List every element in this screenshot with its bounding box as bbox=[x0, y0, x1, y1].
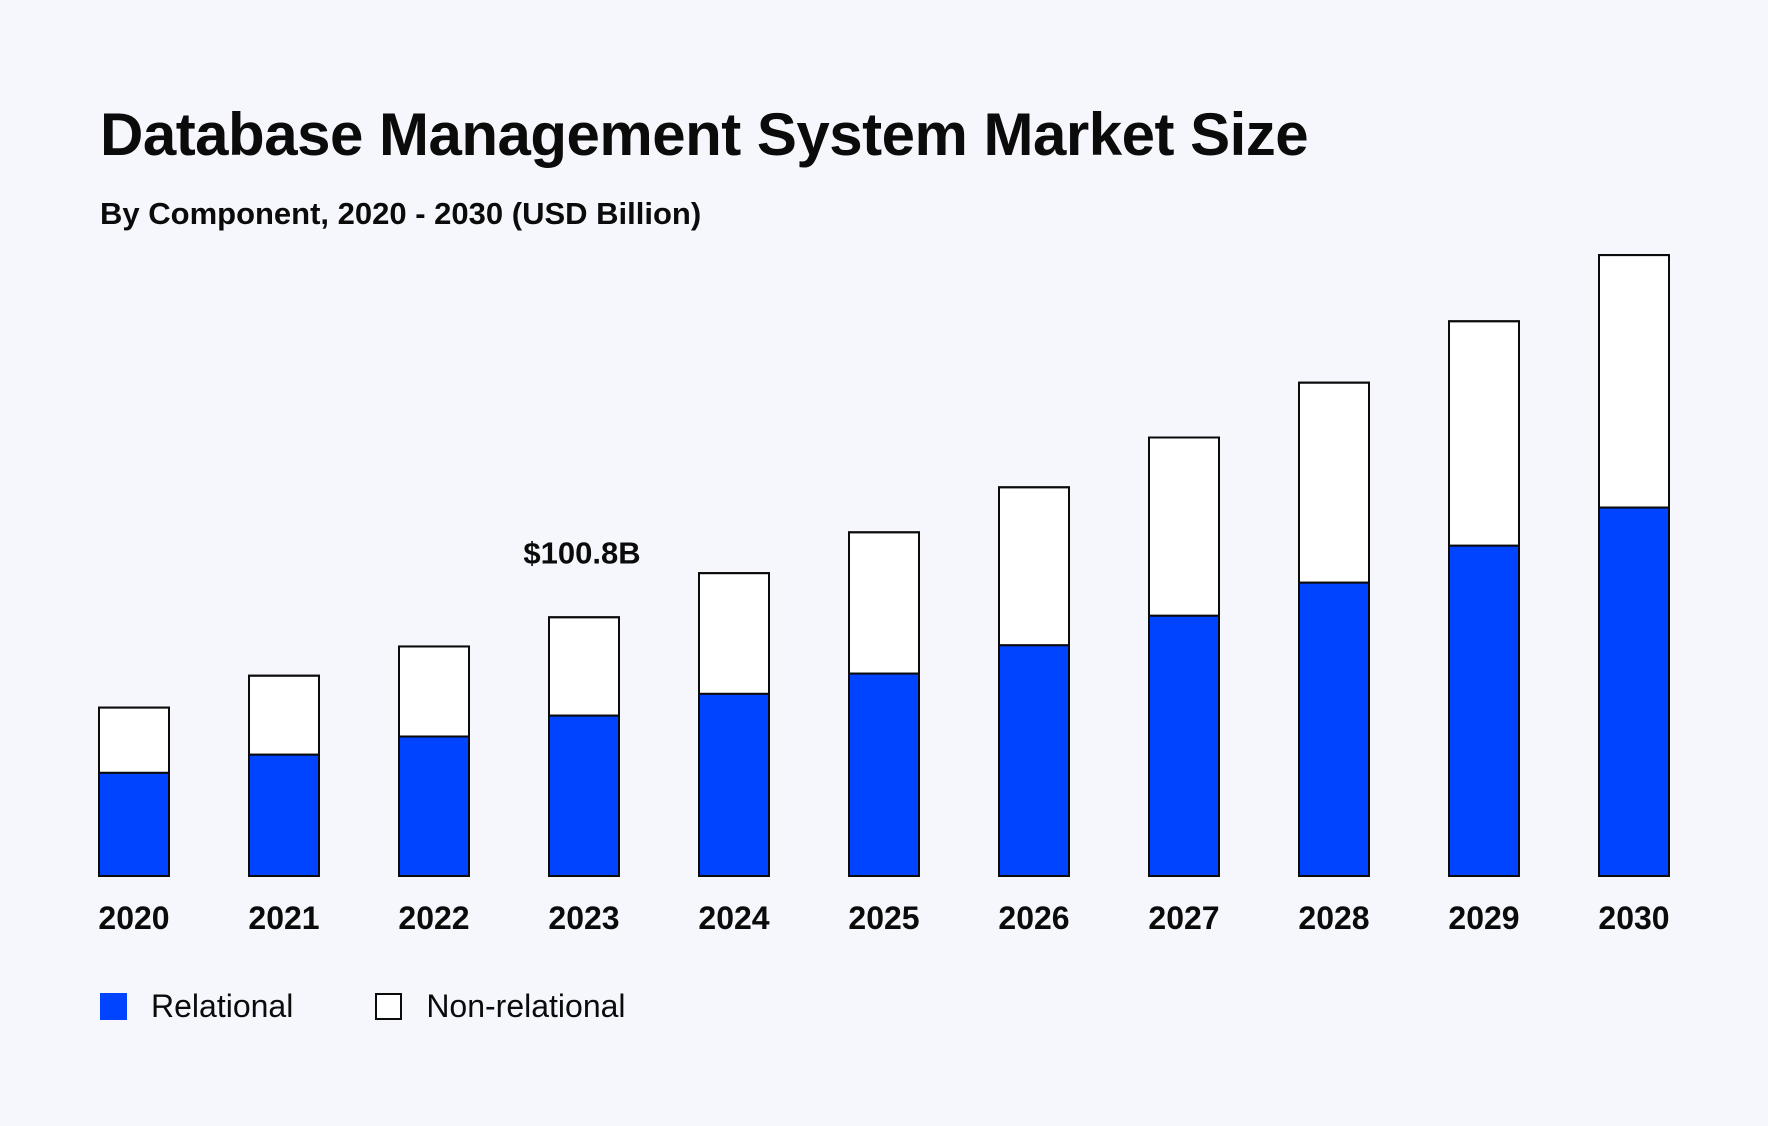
x-tick-label-2022: 2022 bbox=[398, 900, 469, 936]
x-tick-label-2025: 2025 bbox=[848, 900, 919, 936]
bar-relational-2022 bbox=[398, 735, 470, 878]
x-tick-label-2030: 2030 bbox=[1598, 900, 1669, 936]
bar-relational-2024 bbox=[698, 692, 770, 878]
bar-outline-2023 bbox=[548, 616, 620, 878]
bar-outline-2025 bbox=[848, 531, 920, 877]
x-tick-label-2024: 2024 bbox=[698, 900, 769, 936]
bar-non-relational-2027 bbox=[1148, 436, 1220, 617]
legend: Relational Non-relational bbox=[100, 988, 708, 1025]
legend-label-relational: Relational bbox=[151, 988, 294, 1024]
bar-non-relational-2030 bbox=[1598, 254, 1670, 509]
bar-relational-2029 bbox=[1448, 544, 1520, 877]
bar-outline-2020 bbox=[98, 706, 170, 877]
bar-relational-2023 bbox=[548, 714, 620, 877]
chart-subtitle: By Component, 2020 - 2030 (USD Billion) bbox=[100, 196, 702, 231]
bar-non-relational-2021 bbox=[248, 674, 320, 756]
x-tick-label-2026: 2026 bbox=[998, 900, 1069, 936]
bar-relational-2028 bbox=[1298, 581, 1370, 877]
bar-non-relational-2025 bbox=[848, 531, 920, 675]
bar-outline-2021 bbox=[248, 674, 320, 877]
bar-outline-2027 bbox=[1148, 436, 1220, 877]
bar-relational-2030 bbox=[1598, 506, 1670, 877]
bar-relational-2027 bbox=[1148, 614, 1220, 878]
data-label-2023: $100.8B bbox=[523, 535, 640, 570]
legend-item-non-relational: Non-relational bbox=[375, 988, 626, 1025]
bar-relational-2026 bbox=[998, 644, 1070, 877]
bar-relational-2021 bbox=[248, 753, 320, 877]
legend-label-non-relational: Non-relational bbox=[426, 988, 626, 1024]
x-tick-label-2020: 2020 bbox=[98, 900, 169, 936]
bar-non-relational-2022 bbox=[398, 645, 470, 738]
legend-swatch-relational bbox=[100, 993, 127, 1020]
chart-title: Database Management System Market Size bbox=[100, 101, 1309, 168]
bar-non-relational-2023 bbox=[548, 616, 620, 717]
bar-outline-2024 bbox=[698, 572, 770, 878]
bar-outline-2029 bbox=[1448, 320, 1520, 877]
bar-outline-2022 bbox=[398, 645, 470, 878]
x-tick-label-2023: 2023 bbox=[548, 900, 619, 936]
legend-swatch-non-relational bbox=[375, 993, 403, 1020]
bar-non-relational-2020 bbox=[98, 706, 170, 774]
bar-non-relational-2028 bbox=[1298, 381, 1370, 584]
bar-non-relational-2029 bbox=[1448, 320, 1520, 547]
x-tick-label-2029: 2029 bbox=[1448, 900, 1519, 936]
bar-relational-2025 bbox=[848, 672, 920, 877]
bar-non-relational-2026 bbox=[998, 486, 1070, 647]
x-tick-label-2021: 2021 bbox=[248, 900, 319, 936]
legend-item-relational: Relational bbox=[100, 988, 293, 1025]
bar-outline-2028 bbox=[1298, 381, 1370, 877]
bar-outline-2026 bbox=[998, 486, 1070, 877]
x-tick-label-2027: 2027 bbox=[1148, 900, 1219, 936]
bar-non-relational-2024 bbox=[698, 572, 770, 695]
bar-relational-2020 bbox=[98, 771, 170, 878]
bar-outline-2030 bbox=[1598, 254, 1670, 877]
x-tick-label-2028: 2028 bbox=[1298, 900, 1369, 936]
